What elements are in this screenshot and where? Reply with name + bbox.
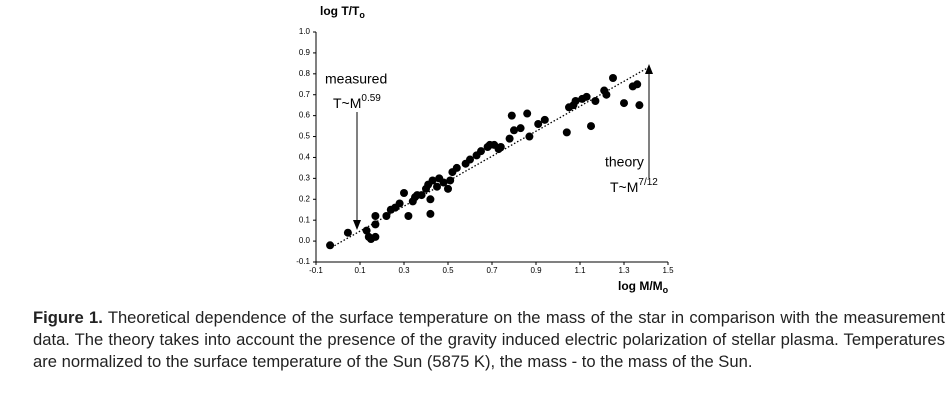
y-tick-label: 0.9 xyxy=(299,48,311,57)
data-point xyxy=(591,97,600,105)
x-axis-label: log M/Mo xyxy=(618,279,669,295)
y-tick-label: 0.6 xyxy=(299,111,311,120)
exponent: 7/12 xyxy=(638,177,658,188)
annotation: T~M0.59 xyxy=(333,93,381,111)
data-point xyxy=(382,212,391,220)
y-tick-label: 0.0 xyxy=(299,236,311,245)
data-point xyxy=(426,209,435,218)
x-tick-label: 0.1 xyxy=(354,266,366,275)
data-point xyxy=(371,232,380,241)
y-tick-label: 0.7 xyxy=(299,90,311,99)
data-point xyxy=(417,191,426,200)
data-point xyxy=(516,124,525,133)
data-point xyxy=(510,126,518,135)
data-point xyxy=(343,228,352,237)
y-tick-label: 0.5 xyxy=(299,132,311,141)
y-tick-label: -0.1 xyxy=(296,257,310,266)
data-point xyxy=(466,155,474,164)
data-point xyxy=(371,220,380,229)
data-point xyxy=(602,90,611,99)
data-point xyxy=(326,241,335,250)
caption-text: Theoretical dependence of the surface te… xyxy=(33,308,945,371)
data-point xyxy=(446,176,455,185)
y-axis-label: log T/To xyxy=(320,4,365,20)
y-label-sub: o xyxy=(359,10,365,20)
y-tick-label: 0.8 xyxy=(299,69,311,78)
x-label-sub: o xyxy=(663,285,669,295)
data-point xyxy=(371,212,380,220)
data-point xyxy=(571,97,580,105)
x-tick-label: -0.1 xyxy=(309,266,323,275)
data-point xyxy=(477,147,485,156)
x-tick-label: 0.5 xyxy=(442,266,454,275)
data-point xyxy=(439,178,448,187)
data-point xyxy=(534,120,543,128)
data-point xyxy=(609,74,617,82)
data-point xyxy=(433,182,441,191)
data-point xyxy=(426,195,435,204)
data-point xyxy=(496,143,505,151)
chart: log T/To log M/Mo measured T~M0.59 theor… xyxy=(296,4,674,295)
data-point xyxy=(523,109,532,118)
data-point xyxy=(452,163,461,172)
data-point xyxy=(428,176,437,185)
x-label-text: log M/M xyxy=(618,279,663,293)
data-point xyxy=(633,80,642,89)
y-tick-label: 1.0 xyxy=(299,27,311,36)
annotation: measured xyxy=(325,71,387,87)
y-tick-label: 0.3 xyxy=(299,173,311,182)
data-point xyxy=(525,132,534,141)
x-tick-label: 0.9 xyxy=(530,266,542,275)
y-tick-label: 0.2 xyxy=(299,194,311,203)
y-tick-label: 0.1 xyxy=(299,215,311,224)
data-point xyxy=(582,92,591,101)
y-label-text: log T/T xyxy=(320,4,360,18)
data-point xyxy=(620,99,628,108)
y-tick-label: 0.4 xyxy=(299,153,311,162)
formula: T~M xyxy=(333,95,361,111)
data-point xyxy=(444,184,452,193)
exponent: 0.59 xyxy=(361,93,381,104)
arrow-head xyxy=(353,220,361,230)
formula: T~M xyxy=(610,179,638,195)
data-point xyxy=(587,122,595,131)
annotation: theory xyxy=(605,154,644,170)
caption-label: Figure 1. xyxy=(33,308,103,327)
x-tick-label: 0.3 xyxy=(398,266,410,275)
arrow-head xyxy=(645,64,653,74)
data-point xyxy=(505,134,514,143)
x-tick-label: 0.7 xyxy=(486,266,498,275)
data-point xyxy=(362,226,371,235)
x-tick-label: 1.5 xyxy=(662,266,674,275)
x-tick-label: 1.3 xyxy=(618,266,630,275)
x-tick-label: 1.1 xyxy=(574,266,586,275)
data-point xyxy=(540,115,549,124)
data-point xyxy=(562,128,571,137)
data-point xyxy=(507,111,516,120)
data-point xyxy=(400,189,408,197)
caption: Figure 1. Theoretical dependence of the … xyxy=(33,307,945,373)
data-point xyxy=(635,101,644,110)
data-point xyxy=(404,212,413,220)
annotation: T~M7/12 xyxy=(610,177,658,195)
data-point xyxy=(395,199,404,208)
